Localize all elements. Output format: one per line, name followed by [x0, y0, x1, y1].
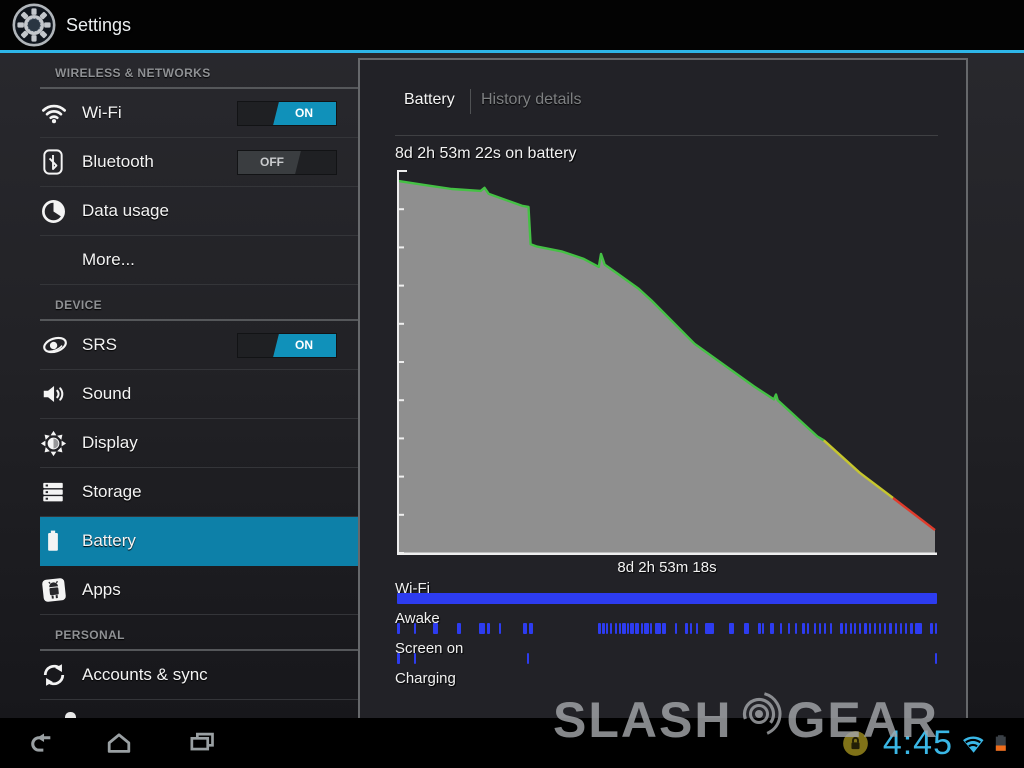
- sidebar-item-accounts-sync[interactable]: Accounts & sync: [40, 651, 358, 700]
- sidebar-item-battery[interactable]: Battery: [40, 517, 358, 566]
- sidebar-item-label: Storage: [82, 482, 142, 501]
- bluetooth-toggle[interactable]: OFF: [237, 149, 337, 175]
- sidebar-item-data-usage[interactable]: Data usage: [40, 187, 358, 236]
- sidebar-item-apps[interactable]: Apps: [40, 566, 358, 615]
- sidebar-item-label: Battery: [82, 531, 136, 550]
- page-title: Settings: [66, 15, 132, 35]
- action-bar: Settings: [0, 0, 1024, 50]
- recents-icon: [190, 732, 214, 751]
- wifi-status-icon: [959, 730, 987, 756]
- timeline-label-charging: Charging: [395, 670, 456, 687]
- section-header-wireless-networks: WIRELESS & NETWORKS: [55, 66, 211, 80]
- back-icon: [31, 733, 51, 752]
- sidebar-item-label: Sound: [82, 384, 132, 403]
- recents-icon[interactable]: [184, 729, 220, 757]
- clock-time: 4:45: [882, 723, 953, 762]
- section-divider: [40, 649, 358, 651]
- storage-icon: [43, 482, 63, 502]
- action-bar-accent-divider: [0, 50, 1024, 53]
- status-tray[interactable]: 4:45: [842, 718, 1016, 768]
- settings-sidebar: WIRELESS & NETWORKS Wi-Fi ON Bluetooth OFF…: [0, 53, 358, 718]
- sidebar-item-label: Accounts & sync: [82, 665, 208, 684]
- tab-battery[interactable]: Battery: [404, 91, 455, 108]
- sync-icon: [43, 664, 65, 686]
- display-icon: [40, 430, 67, 456]
- lock-icon: [842, 730, 869, 757]
- data-usage-icon: [42, 199, 65, 223]
- tab-history-details[interactable]: History details: [481, 91, 582, 108]
- sound-icon: [43, 385, 64, 403]
- sidebar-item-storage[interactable]: Storage: [40, 468, 358, 517]
- lock-icon: [842, 730, 868, 756]
- wifi-status-icon: [963, 736, 984, 753]
- time-on-battery-label: 8d 2h 53m 22s on battery: [395, 145, 577, 162]
- sidebar-item-srs[interactable]: SRS ON: [40, 321, 358, 370]
- sidebar-item-wi-fi[interactable]: Wi-Fi ON: [40, 89, 358, 138]
- section-header-device: DEVICE: [55, 298, 103, 312]
- battery-status-icon: [995, 735, 1006, 751]
- content-area: WIRELESS & NETWORKS Wi-Fi ON Bluetooth OFF…: [0, 53, 1024, 720]
- timeline-bar-screen-on: [397, 653, 937, 664]
- toggle-state-label: ON: [295, 337, 313, 352]
- timeline-bar-awake: [397, 623, 937, 634]
- sidebar-item-label: Bluetooth: [82, 152, 154, 171]
- sidebar-item-sound[interactable]: Sound: [40, 370, 358, 419]
- sidebar-item-label: Apps: [82, 580, 121, 599]
- toggle-state-label: OFF: [260, 154, 284, 169]
- timeline-label-screen-on: Screen on: [395, 640, 464, 657]
- sidebar-item-bluetooth[interactable]: Bluetooth OFF: [40, 138, 358, 187]
- sidebar-item-label: Data usage: [82, 201, 169, 220]
- srs-icon: [43, 336, 67, 354]
- back-icon[interactable]: [23, 729, 59, 757]
- battery-panel: Battery History details 8d 2h 53m 22s on…: [358, 58, 968, 720]
- wi-fi-toggle[interactable]: ON: [237, 100, 337, 126]
- settings-gear-icon: [12, 3, 56, 47]
- timeline-bar-wi-fi: [397, 593, 937, 604]
- home-icon: [107, 733, 131, 753]
- sidebar-item-more[interactable]: More...: [40, 236, 358, 285]
- settings-gear-icon: [12, 3, 56, 47]
- battery-history-chart: [397, 169, 937, 556]
- location-pin-icon-partial: [65, 712, 76, 718]
- bluetooth-icon: [43, 149, 63, 175]
- srs-toggle[interactable]: ON: [237, 332, 337, 358]
- system-navigation-bar: 4:45: [0, 718, 1024, 768]
- tab-divider: [470, 89, 471, 114]
- home-icon[interactable]: [101, 729, 137, 757]
- panel-divider: [395, 135, 938, 136]
- toggle-state-label: ON: [295, 105, 313, 120]
- timeline-bar-charging: [397, 683, 937, 694]
- sidebar-item-label: SRS: [82, 335, 117, 354]
- apps-icon: [42, 578, 66, 602]
- sidebar-item-label: Wi-Fi: [82, 103, 122, 122]
- wifi-icon: [42, 104, 66, 124]
- sidebar-item-label: More...: [82, 250, 135, 269]
- section-divider: [40, 87, 358, 89]
- chart-x-axis-label: 8d 2h 53m 18s: [617, 559, 717, 576]
- battery-icon: [48, 530, 58, 551]
- sidebar-item-display[interactable]: Display: [40, 419, 358, 468]
- section-header-personal: PERSONAL: [55, 628, 125, 642]
- battery-status-icon: [993, 729, 1010, 757]
- section-divider: [40, 319, 358, 321]
- timeline-label-wi-fi: Wi-Fi: [395, 580, 430, 597]
- timeline-label-awake: Awake: [395, 610, 440, 627]
- sidebar-item-label: Display: [82, 433, 138, 452]
